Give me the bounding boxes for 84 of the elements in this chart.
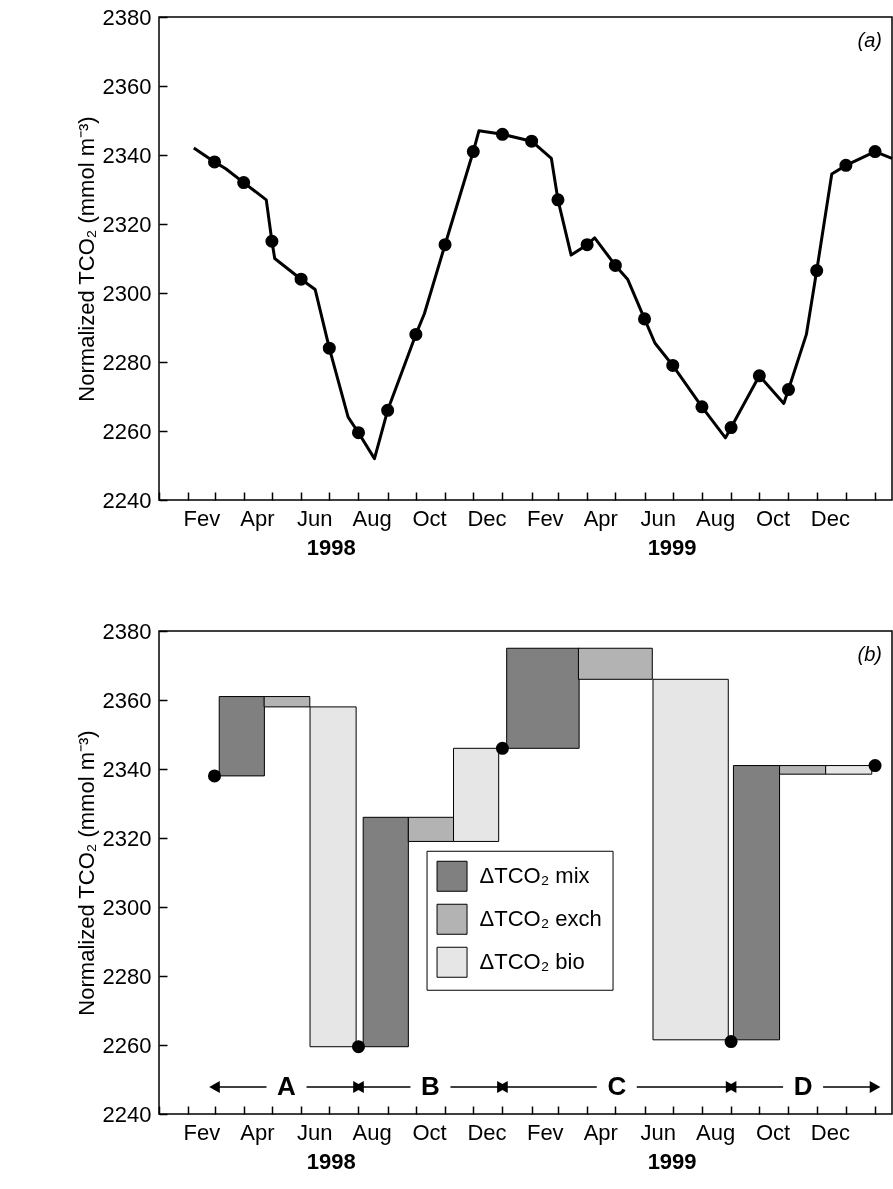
y-tick-label: 2260 xyxy=(102,1032,152,1058)
x-tick-label: Oct xyxy=(412,505,447,531)
y-tick-label: 2280 xyxy=(102,349,152,375)
point xyxy=(868,759,882,773)
x-tick-label: Jun xyxy=(297,505,333,531)
y-tick-label: 2280 xyxy=(102,963,152,989)
point xyxy=(638,312,652,326)
point xyxy=(551,193,565,207)
point xyxy=(580,238,594,252)
point xyxy=(294,272,308,286)
y-tick-label: 2360 xyxy=(102,687,152,713)
y-tick-label: 2360 xyxy=(102,73,152,99)
x-tick-label: Fev xyxy=(526,1119,564,1145)
point xyxy=(695,400,709,414)
x-tick-label: Aug xyxy=(696,505,736,531)
point xyxy=(438,238,452,252)
text: 1998 xyxy=(306,1149,356,1174)
x-tick-label: Apr xyxy=(240,505,275,531)
point xyxy=(322,341,336,355)
annotation: B xyxy=(421,1071,440,1101)
point xyxy=(724,1035,738,1049)
point xyxy=(839,158,853,172)
point xyxy=(237,176,251,190)
x-tick-label: Aug xyxy=(352,1119,392,1145)
text: 1998 xyxy=(306,535,356,560)
x-tick-label: Oct xyxy=(412,1119,447,1145)
point xyxy=(381,403,395,417)
x-tick-label: Aug xyxy=(352,505,392,531)
x-tick-label: Fev xyxy=(183,505,221,531)
y-axis-title: Normalized TCO₂ (mmol m⁻³) xyxy=(73,116,99,402)
y-tick-label: 2340 xyxy=(102,756,152,782)
x-tick-label: Dec xyxy=(467,505,507,531)
point xyxy=(208,769,222,783)
y-tick-label: 2260 xyxy=(102,418,152,444)
point xyxy=(608,258,622,272)
point xyxy=(265,234,279,248)
x-tick-label: Dec xyxy=(810,1119,850,1145)
annotation: C xyxy=(607,1071,627,1101)
y-tick-label: 2320 xyxy=(102,825,152,851)
point xyxy=(752,369,766,383)
y-tick-label: 2300 xyxy=(102,280,152,306)
y-tick-label: 2340 xyxy=(102,142,152,168)
point xyxy=(868,145,882,159)
point xyxy=(495,741,509,755)
y-axis-title: Normalized TCO₂ (mmol m⁻³) xyxy=(73,730,99,1016)
point xyxy=(724,421,738,435)
point xyxy=(409,327,423,341)
point xyxy=(466,145,480,159)
x-tick-label: Jun xyxy=(640,505,676,531)
point xyxy=(351,1040,365,1054)
annotation: A xyxy=(277,1071,297,1101)
x-tick-label: Apr xyxy=(583,505,618,531)
annotation: (b) xyxy=(857,643,882,665)
x-tick-label: Fev xyxy=(526,505,564,531)
point xyxy=(351,426,365,440)
text: 1999 xyxy=(647,535,697,560)
x-tick-label: Aug xyxy=(696,1119,736,1145)
x-tick-label: Apr xyxy=(240,1119,275,1145)
annotation: D xyxy=(793,1071,813,1101)
point xyxy=(525,134,539,148)
legend-label: ΔTCO₂ bio xyxy=(479,949,585,975)
y-tick-label: 2320 xyxy=(102,211,152,237)
y-tick-label: 2240 xyxy=(102,1101,152,1127)
annotation: (a) xyxy=(857,29,882,51)
point xyxy=(208,155,222,169)
x-tick-label: Fev xyxy=(183,1119,221,1145)
point xyxy=(666,358,680,372)
legend-label: ΔTCO₂ mix xyxy=(479,863,590,889)
y-tick-label: 2380 xyxy=(102,618,152,644)
legend-label: ΔTCO₂ exch xyxy=(479,906,602,932)
x-tick-label: Jun xyxy=(640,1119,676,1145)
y-tick-label: 2380 xyxy=(102,4,152,30)
x-tick-label: Apr xyxy=(583,1119,618,1145)
y-tick-label: 2240 xyxy=(102,487,152,513)
y-tick-label: 2300 xyxy=(102,894,152,920)
point xyxy=(810,264,824,278)
x-tick-label: Oct xyxy=(755,1119,791,1145)
x-tick-label: Dec xyxy=(467,1119,507,1145)
point xyxy=(781,383,796,397)
x-tick-label: Jun xyxy=(297,1119,333,1145)
point xyxy=(495,127,509,141)
text: 1999 xyxy=(647,1149,697,1174)
x-tick-label: Oct xyxy=(755,505,791,531)
x-tick-label: Dec xyxy=(810,505,850,531)
